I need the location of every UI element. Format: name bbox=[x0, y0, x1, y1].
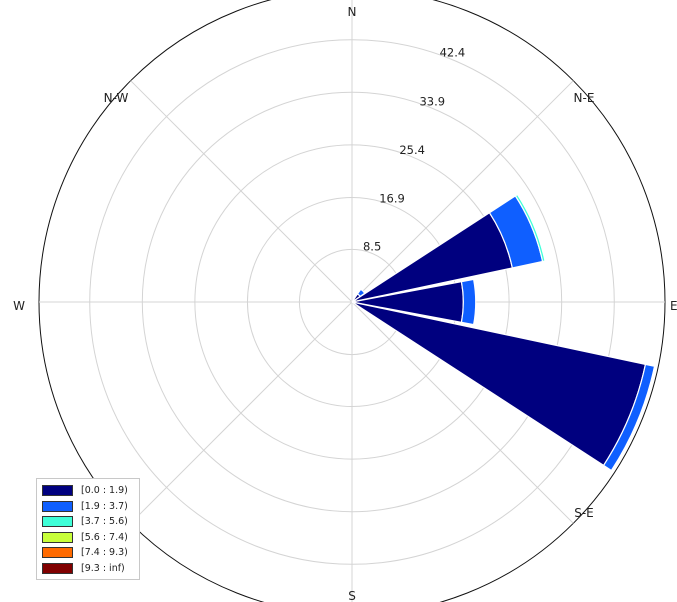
radial-tick-4: 42.4 bbox=[440, 46, 466, 60]
legend-label-3: [5.6 : 7.4) bbox=[81, 531, 128, 543]
legend-swatch-4 bbox=[42, 547, 73, 559]
sector-1-bin-1 bbox=[460, 278, 477, 326]
radial-tick-2: 25.4 bbox=[399, 143, 425, 157]
legend-swatch-5 bbox=[42, 562, 73, 574]
legend-label-5: [9.3 : inf) bbox=[81, 562, 125, 574]
legend-item-1: [1.9 : 3.7) bbox=[42, 499, 135, 515]
sectors bbox=[351, 193, 656, 472]
grid-spoke-1 bbox=[351, 80, 574, 303]
grid-spoke-5 bbox=[130, 301, 353, 524]
legend-label-2: [3.7 : 5.6) bbox=[81, 516, 128, 528]
sector-2-bin-0 bbox=[351, 301, 647, 467]
legend-swatch-1 bbox=[42, 500, 73, 512]
direction-label-s-e: S-E bbox=[574, 506, 594, 520]
sector-3-bin-1 bbox=[356, 288, 366, 298]
legend-item-3: [5.6 : 7.4) bbox=[42, 530, 135, 546]
direction-label-n-w: N-W bbox=[104, 91, 129, 105]
direction-label-w: W bbox=[13, 299, 25, 313]
radial-tick-0: 8.5 bbox=[363, 239, 381, 253]
grid bbox=[39, 0, 665, 602]
grid-spoke-7 bbox=[130, 80, 353, 303]
grid-spoke-3 bbox=[351, 301, 574, 524]
legend-label-0: [0.0 : 1.9) bbox=[81, 485, 128, 497]
direction-label-n: N bbox=[348, 5, 357, 19]
legend-swatch-3 bbox=[42, 531, 73, 543]
legend-item-4: [7.4 : 9.3) bbox=[42, 545, 135, 561]
direction-label-s: S bbox=[348, 589, 356, 602]
legend-label-4: [7.4 : 9.3) bbox=[81, 547, 128, 559]
radial-tick-3: 33.9 bbox=[419, 94, 445, 108]
direction-label-n-e: N-E bbox=[574, 91, 595, 105]
direction-label-e: E bbox=[670, 299, 677, 313]
legend: [0.0 : 1.9) [1.9 : 3.7) [3.7 : 5.6) [5.6 : … bbox=[36, 478, 140, 580]
sector-2-bin-1 bbox=[602, 363, 656, 472]
sector-0-bin-2 bbox=[514, 193, 546, 263]
legend-item-2: [3.7 : 5.6) bbox=[42, 514, 135, 530]
radial-tick-1: 16.9 bbox=[379, 191, 405, 205]
legend-item-5: [9.3 : inf) bbox=[42, 561, 135, 577]
legend-swatch-2 bbox=[42, 516, 73, 528]
legend-swatch-0 bbox=[42, 485, 73, 497]
legend-label-1: [1.9 : 3.7) bbox=[81, 500, 128, 512]
legend-item-0: [0.0 : 1.9) bbox=[42, 483, 135, 499]
